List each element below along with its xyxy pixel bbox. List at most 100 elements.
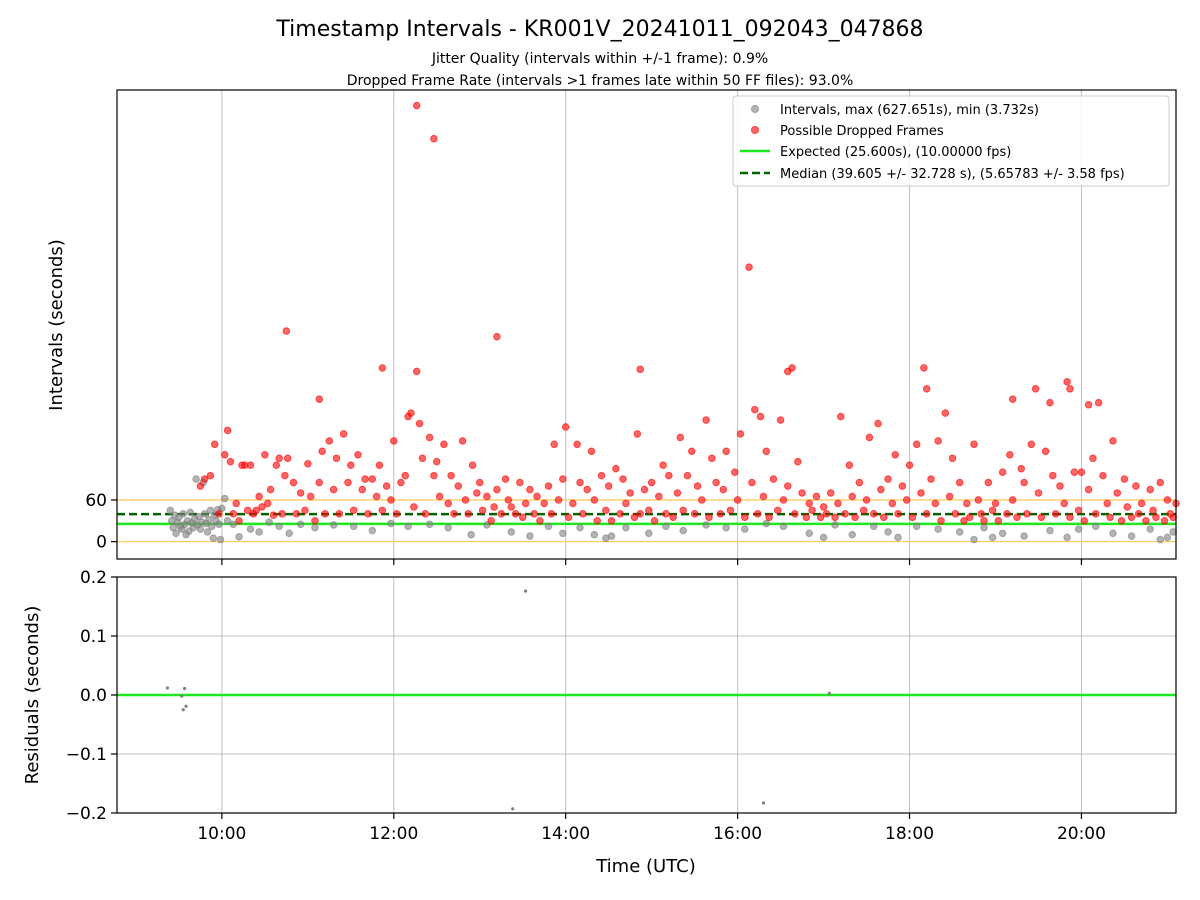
dropped-frame-point <box>1146 485 1155 494</box>
dropped-frame-point <box>335 510 344 518</box>
residual-point <box>827 691 831 695</box>
dropped-frame-point <box>984 478 993 487</box>
dropped-frame-point <box>378 506 387 515</box>
dropped-frame-point <box>533 492 541 501</box>
interval-point <box>311 523 319 532</box>
dropped-frame-point <box>834 499 842 508</box>
dropped-frame-point <box>819 503 828 511</box>
dropped-frame-point <box>1132 482 1140 490</box>
dropped-frame-point <box>412 101 421 110</box>
dropped-frame-point <box>765 513 773 522</box>
dropped-frame-point <box>275 454 283 463</box>
dropped-frame-point <box>773 506 782 515</box>
dropped-frame-point <box>1091 510 1100 518</box>
dropped-frame-point <box>255 492 263 501</box>
dropped-frame-point <box>344 478 352 487</box>
intervals-y-tick-label: 0 <box>96 533 107 553</box>
dropped-frame-point <box>266 485 275 494</box>
dropped-frame-point <box>998 468 1007 476</box>
dropped-frame-point <box>826 489 835 497</box>
interval-point <box>220 494 229 503</box>
dropped-frame-point <box>626 489 634 497</box>
dropped-frame-point <box>590 496 599 504</box>
dropped-frame-point <box>776 416 785 424</box>
residuals-y-tick-label: 0.2 <box>80 568 107 588</box>
dropped-frame-point <box>450 510 458 518</box>
dropped-frame-point <box>573 440 581 449</box>
dropped-frame-point <box>1137 499 1146 508</box>
interval-point <box>1146 525 1155 533</box>
residual-point <box>181 708 185 712</box>
dropped-frame-point <box>504 496 513 504</box>
interval-point <box>894 533 902 542</box>
dropped-frame-point <box>561 423 570 431</box>
x-tick-label: 10:00 <box>197 824 246 844</box>
residuals-y-ticks: −0.2 −0.1 0.0 0.1 0.2 <box>66 568 117 824</box>
dropped-frame-point <box>736 430 745 438</box>
dropped-frame-point <box>261 450 269 459</box>
interval-point <box>934 525 942 533</box>
legend-median-label: Median (39.605 +/- 32.728 s), (5.65783 +… <box>780 167 1125 182</box>
dropped-frame-point <box>783 482 792 490</box>
dropped-frame-point <box>468 461 477 470</box>
dropped-frame-point <box>269 511 278 520</box>
dropped-frame-point <box>283 454 292 463</box>
interval-point <box>205 515 213 524</box>
interval-point <box>215 520 223 529</box>
dropped-frame-point <box>941 409 950 417</box>
dropped-frame-point <box>389 437 398 445</box>
dropped-frame-point <box>576 478 584 487</box>
dropped-frame-point <box>444 499 453 508</box>
intervals-y-ticks: 0 60 <box>85 491 117 553</box>
dropped-frame-point <box>756 412 765 421</box>
dropped-frame-point <box>697 496 706 504</box>
dropped-frame-point <box>1034 489 1043 497</box>
dropped-frame-point <box>521 499 530 508</box>
interval-point <box>644 529 653 538</box>
dropped-frame-point <box>865 433 874 442</box>
dropped-frame-point <box>922 510 931 518</box>
interval-point <box>265 518 273 526</box>
dropped-frame-point <box>579 510 587 518</box>
dropped-frame-point <box>970 440 978 449</box>
dropped-frame-point <box>665 471 673 480</box>
dropped-frame-point <box>1149 506 1157 515</box>
dropped-frame-point <box>855 478 864 487</box>
dropped-frame-point <box>507 503 516 511</box>
interval-point <box>1020 532 1028 540</box>
dropped-frame-point <box>1013 513 1021 522</box>
dropped-frame-point <box>612 464 620 473</box>
dropped-frame-point <box>783 367 792 376</box>
dropped-frame-point <box>516 478 524 487</box>
dropped-frame-point <box>965 513 974 522</box>
dropped-frame-point <box>564 513 573 522</box>
dropped-frame-point <box>418 454 427 463</box>
dropped-frame-point <box>859 506 868 515</box>
interval-point <box>819 533 828 542</box>
dropped-frame-point <box>447 471 455 480</box>
dropped-frame-point <box>215 510 223 518</box>
dropped-frame-point <box>200 475 209 483</box>
dropped-frame-point <box>1123 503 1132 511</box>
dropped-frame-point <box>708 454 716 463</box>
dropped-frame-point <box>306 492 315 501</box>
dropped-frame-point <box>1051 510 1060 518</box>
dropped-frame-point <box>1077 468 1086 476</box>
dropped-frame-point <box>315 478 324 487</box>
interval-point <box>679 526 687 535</box>
dropped-frame-point <box>278 510 286 518</box>
dropped-frame-point <box>540 499 549 508</box>
residuals-panel: −0.2 −0.1 0.0 0.1 0.2 10:00 12:00 14:00 16:00 18… <box>22 568 1177 844</box>
dropped-frame-point <box>487 516 496 525</box>
dropped-frame-point <box>1066 384 1074 393</box>
interval-point <box>192 475 200 483</box>
residuals-y-label: Residuals (seconds) <box>22 606 43 785</box>
dropped-frame-point <box>246 461 255 470</box>
dropped-frame-point <box>733 496 742 504</box>
interval-point <box>209 534 218 542</box>
dropped-frame-point <box>1160 516 1169 525</box>
dropped-frame-point <box>730 468 739 476</box>
interval-point <box>848 530 857 539</box>
x-tick-label: 16:00 <box>713 824 762 844</box>
interval-point <box>200 510 209 518</box>
